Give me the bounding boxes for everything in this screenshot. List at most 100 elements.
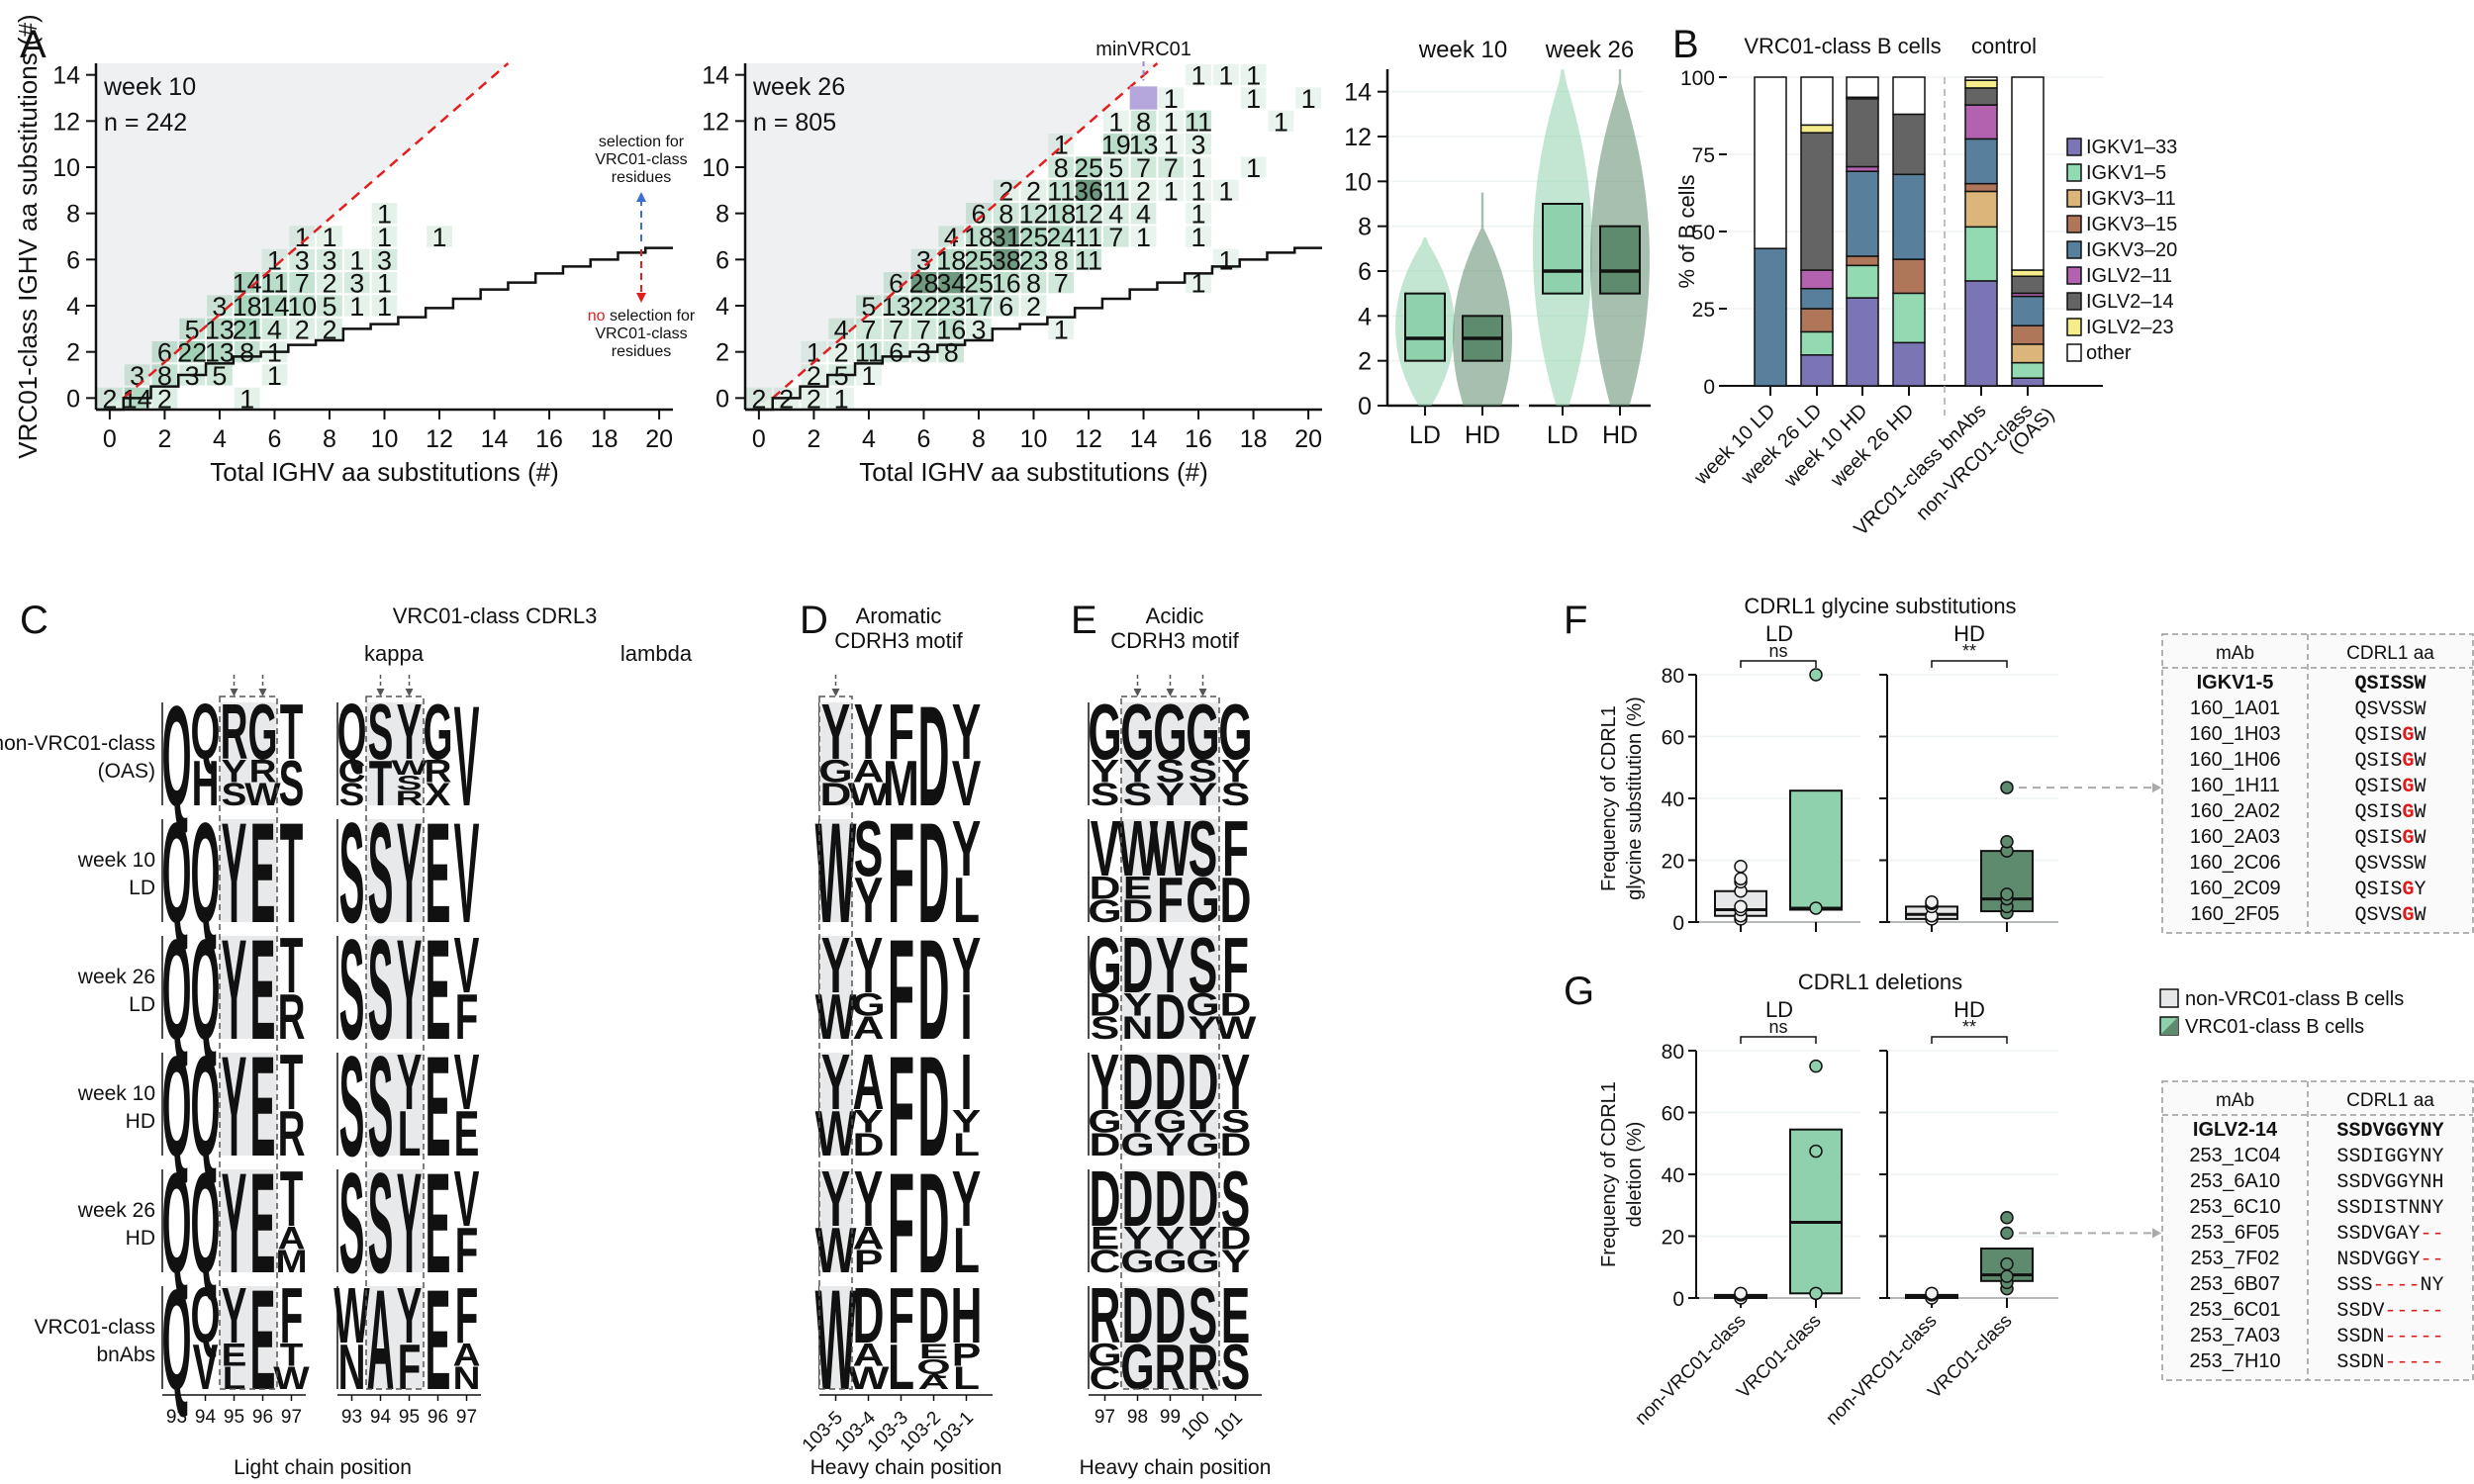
heatmap-cell bbox=[207, 295, 233, 317]
cell-count: 1 bbox=[1218, 176, 1233, 206]
table-cell-sequence: QSISSW bbox=[2354, 673, 2426, 696]
heavy-logo-D-letter: H bbox=[951, 1272, 983, 1360]
heatmap-cell bbox=[993, 248, 1019, 270]
logo-row-label-line2: HD bbox=[126, 1227, 155, 1250]
bar-segment bbox=[1892, 341, 1926, 387]
logo-position-label: 95 bbox=[399, 1407, 420, 1428]
x-tick-label: 6 bbox=[267, 425, 281, 453]
legend-swatch bbox=[2159, 988, 2179, 1008]
heavy-logo-E-letter: D bbox=[1090, 1128, 1121, 1163]
bar-segment bbox=[1846, 255, 1879, 267]
highlight-column bbox=[819, 702, 852, 805]
heatmap-cell bbox=[1102, 203, 1129, 225]
highlight-column bbox=[248, 702, 277, 805]
significance-label: ** bbox=[1962, 1017, 1976, 1037]
x-tick-label: HD bbox=[1465, 421, 1500, 449]
data-point bbox=[1734, 899, 1748, 914]
cell-count: 1 bbox=[1246, 61, 1261, 91]
cell-count: 14 bbox=[259, 292, 289, 322]
logo-row-label-line2: bnAbs bbox=[96, 1344, 155, 1366]
data-point bbox=[2000, 835, 2014, 849]
x-tick-label: 10 bbox=[1020, 425, 1048, 453]
cell-count: 25 bbox=[964, 269, 994, 299]
heavy-logo-E-letter: Y bbox=[1156, 1221, 1186, 1256]
violin-shape bbox=[1453, 192, 1512, 406]
heavy-logo-E-letter: W bbox=[1150, 805, 1191, 893]
cell-count: 1 bbox=[1054, 131, 1069, 160]
x-tick-label: 0 bbox=[752, 425, 766, 453]
data-point bbox=[1809, 901, 1823, 915]
heatmap-cell bbox=[1268, 110, 1294, 132]
heavy-logo-D-letter: D bbox=[918, 792, 950, 953]
heavy-logo-D-letter: D bbox=[918, 909, 950, 1069]
heavy-logo-E-letter: Y bbox=[1123, 1221, 1153, 1256]
bar-segment bbox=[2011, 377, 2045, 387]
connector-arrow-head bbox=[2152, 1228, 2161, 1239]
data-point bbox=[2000, 1211, 2014, 1225]
table-cell-sequence: SSDVGGYNH bbox=[2336, 1171, 2443, 1194]
bar-segment bbox=[1800, 287, 1834, 310]
lambda-logo-letter: E bbox=[454, 1099, 480, 1170]
kappa-logo-letter: W bbox=[273, 1360, 310, 1396]
cell-count: 3 bbox=[295, 245, 310, 275]
kappa-logo-letter: E bbox=[222, 1337, 247, 1372]
minvrc01-label: minVRC01 bbox=[1095, 39, 1191, 60]
kappa-logo-letter: E bbox=[250, 910, 276, 1069]
kappa-logo-letter: Y bbox=[222, 793, 247, 953]
data-point bbox=[1809, 1286, 1823, 1301]
cell-count: 3 bbox=[971, 315, 986, 344]
heatmap-cell bbox=[828, 387, 855, 409]
y-tick-label: 0 bbox=[715, 385, 729, 413]
heavy-logo-E-letter: D bbox=[1090, 987, 1121, 1023]
heavy-logo-D-letter: P bbox=[952, 1338, 982, 1373]
highlight-box bbox=[365, 696, 425, 1390]
highlight-column bbox=[1121, 702, 1154, 805]
cell-count: 36 bbox=[1074, 176, 1103, 206]
bar-segment bbox=[1846, 264, 1879, 299]
cell-count: 6 bbox=[971, 200, 986, 230]
cell-count: 1 bbox=[377, 223, 392, 252]
annotation-selection-line2: VRC01-class bbox=[595, 151, 687, 168]
heatmap-n: n = 242 bbox=[104, 109, 187, 137]
cell-count: 2 bbox=[999, 176, 1013, 206]
kappa-logo-letter: Q bbox=[161, 677, 191, 836]
cell-count: 1 bbox=[349, 292, 364, 322]
logo-title-C: VRC01-class CDRL3 bbox=[393, 603, 598, 628]
cell-count: 11 bbox=[1075, 245, 1102, 275]
bar-segment bbox=[2011, 343, 2045, 364]
cell-count: 18 bbox=[233, 292, 262, 322]
heavy-logo-E-letter: S bbox=[1091, 1011, 1120, 1047]
x-tick-label: 8 bbox=[972, 425, 986, 453]
heavy-logo-D-letter: Y bbox=[952, 689, 982, 777]
position-arrow-head bbox=[258, 689, 267, 696]
y-tick-label: 12 bbox=[702, 108, 729, 136]
cell-count: 16 bbox=[936, 315, 966, 344]
cell-count: 8 bbox=[1026, 269, 1041, 299]
lambda-logo-letter: S bbox=[368, 689, 394, 777]
legend-label: IGLV2–23 bbox=[2086, 317, 2174, 338]
data-point bbox=[2000, 781, 2014, 794]
group-title-vrc01: VRC01-class B cells bbox=[1744, 34, 1941, 58]
heavy-logo-E-letter: D bbox=[1090, 1156, 1121, 1244]
cell-count: 1 bbox=[322, 223, 336, 252]
legend-swatch bbox=[2066, 266, 2082, 285]
heavy-logo-E-letter: G bbox=[1120, 1245, 1154, 1280]
heatmap-cell bbox=[1158, 156, 1185, 178]
heatmap-cell bbox=[317, 295, 342, 317]
lambda-logo-letter: S bbox=[368, 793, 394, 953]
highlight-column bbox=[1154, 936, 1187, 1039]
y-tick-label: 2 bbox=[715, 339, 729, 367]
cell-count: 1 bbox=[377, 269, 392, 299]
cell-count: 1 bbox=[1301, 84, 1316, 114]
cell-count: 7 bbox=[916, 315, 931, 344]
cell-count: 25 bbox=[1074, 153, 1103, 183]
y-tick-label: 60 bbox=[1662, 727, 1684, 750]
highlight-column bbox=[1187, 1053, 1219, 1156]
heavy-logo-D-letter: G bbox=[818, 754, 852, 789]
heavy-logo-E-letter: C bbox=[1090, 1245, 1121, 1280]
facet-label-HD: HD bbox=[1953, 997, 1985, 1022]
heavy-logo-E-letter: D bbox=[1155, 1039, 1187, 1127]
highlight-column bbox=[1154, 819, 1187, 922]
heavy-logo-E-letter: S bbox=[1189, 922, 1218, 1010]
heatmap-cell bbox=[1240, 87, 1267, 109]
